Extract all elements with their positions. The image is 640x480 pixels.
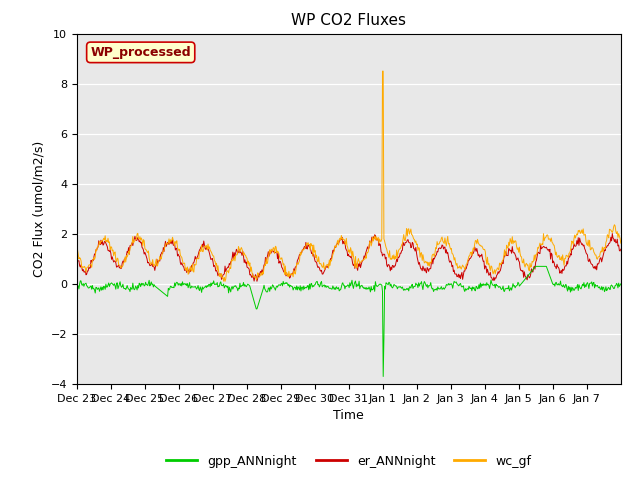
wc_gf xyxy=(406,228,414,234)
wc_gf xyxy=(221,278,229,284)
er_ANNnight xyxy=(253,278,260,284)
gpp_ANNnight xyxy=(617,281,625,287)
wc_gf xyxy=(379,68,387,74)
er_ANNnight xyxy=(617,246,625,252)
gpp_ANNnight xyxy=(532,264,540,269)
Line: gpp_ANNnight: gpp_ANNnight xyxy=(77,266,621,376)
gpp_ANNnight xyxy=(406,284,413,290)
X-axis label: Time: Time xyxy=(333,409,364,422)
er_ANNnight xyxy=(264,249,272,254)
gpp_ANNnight xyxy=(284,283,292,288)
wc_gf xyxy=(264,254,272,260)
gpp_ANNnight xyxy=(137,284,145,289)
Line: wc_gf: wc_gf xyxy=(77,71,621,281)
er_ANNnight xyxy=(406,240,413,246)
er_ANNnight xyxy=(137,240,145,246)
er_ANNnight xyxy=(73,255,81,261)
gpp_ANNnight xyxy=(237,284,244,290)
er_ANNnight xyxy=(609,231,616,237)
Text: WP_processed: WP_processed xyxy=(90,46,191,59)
wc_gf xyxy=(137,237,145,243)
wc_gf xyxy=(73,252,81,257)
gpp_ANNnight xyxy=(73,280,81,286)
wc_gf xyxy=(437,239,445,244)
gpp_ANNnight xyxy=(380,373,387,379)
Line: er_ANNnight: er_ANNnight xyxy=(77,234,621,281)
er_ANNnight xyxy=(237,249,244,254)
wc_gf xyxy=(237,245,245,251)
wc_gf xyxy=(617,240,625,246)
gpp_ANNnight xyxy=(264,289,271,295)
wc_gf xyxy=(285,268,292,274)
er_ANNnight xyxy=(436,245,444,251)
Y-axis label: CO2 Flux (umol/m2/s): CO2 Flux (umol/m2/s) xyxy=(32,141,45,277)
gpp_ANNnight xyxy=(436,286,444,292)
er_ANNnight xyxy=(285,272,292,278)
Legend: gpp_ANNnight, er_ANNnight, wc_gf: gpp_ANNnight, er_ANNnight, wc_gf xyxy=(161,450,536,473)
Title: WP CO2 Fluxes: WP CO2 Fluxes xyxy=(291,13,406,28)
